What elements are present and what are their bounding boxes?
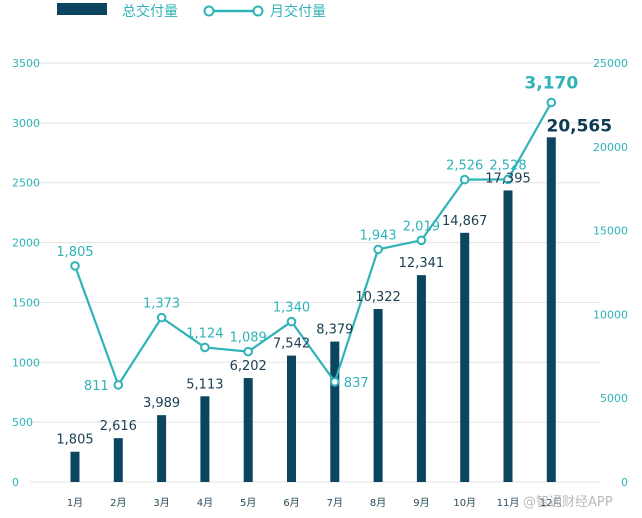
line-point-1 bbox=[70, 261, 80, 271]
bar-label-3: 3,989 bbox=[143, 396, 180, 411]
bar-4 bbox=[200, 396, 210, 482]
y-left-tick-label: 2500 bbox=[12, 177, 40, 190]
legend: 总交付量 月交付量 bbox=[57, 3, 326, 20]
line-label-3: 1,373 bbox=[143, 297, 180, 312]
bar-label-9: 12,341 bbox=[399, 256, 445, 271]
bar-series bbox=[70, 137, 556, 483]
line-label-1: 1,805 bbox=[56, 245, 93, 260]
y-left-tick-label: 3000 bbox=[12, 117, 40, 130]
bar-11 bbox=[503, 190, 513, 483]
x-tick-label: 9月 bbox=[413, 497, 429, 509]
line-point-5 bbox=[243, 346, 253, 357]
legend-line-marker-left bbox=[203, 5, 215, 17]
line-point-9 bbox=[416, 235, 427, 246]
y-left-tick-label: 1000 bbox=[12, 356, 40, 369]
data-labels: 1,805 2,616 3,989 5,113 6,202 7,542 8,379 10,32… bbox=[56, 74, 612, 448]
line-path bbox=[73, 101, 553, 387]
line-point-2 bbox=[113, 380, 124, 390]
line-point-11 bbox=[503, 174, 513, 185]
line-label-7: 837 bbox=[344, 376, 369, 391]
bar-label-4: 5,113 bbox=[186, 377, 223, 392]
x-tick-label: 3月 bbox=[153, 497, 169, 509]
bar-label-1: 1,805 bbox=[56, 433, 93, 448]
y-right-tick-label: 25000 bbox=[593, 57, 628, 70]
y-right-tick-label: 5000 bbox=[600, 392, 628, 405]
line-point-4 bbox=[200, 342, 210, 353]
bar-label-10: 14,867 bbox=[442, 214, 488, 229]
line-label-12: 3,170 bbox=[524, 74, 578, 94]
x-tick-label: 4月 bbox=[197, 497, 213, 509]
y-right-tick-label: 20000 bbox=[593, 141, 628, 154]
line-label-6: 1,340 bbox=[273, 301, 310, 316]
line-label-11: 2,528 bbox=[489, 158, 526, 173]
bar-label-5: 6,202 bbox=[230, 359, 267, 374]
bar-10 bbox=[460, 232, 470, 482]
x-tick-label: 5月 bbox=[240, 497, 256, 509]
y-left-tick-label: 0 bbox=[12, 476, 19, 489]
axis-ticks: 0 500 1000 1500 2000 2500 3000 3500 0 5000 10000 15… bbox=[12, 57, 628, 509]
legend-line-label: 月交付量 bbox=[270, 3, 326, 20]
watermark: @智通财经APP bbox=[523, 495, 613, 510]
x-tick-label: 12月 bbox=[540, 497, 563, 509]
bar-9 bbox=[416, 275, 426, 482]
y-left-tick-label: 2000 bbox=[12, 237, 40, 250]
line-point-6 bbox=[286, 316, 297, 327]
bar-1 bbox=[70, 451, 80, 482]
line-label-9: 2,019 bbox=[403, 219, 440, 234]
line-point-8 bbox=[373, 244, 383, 255]
bar-6 bbox=[287, 355, 296, 482]
line-label-2: 811 bbox=[84, 379, 109, 394]
line-point-7 bbox=[330, 376, 340, 387]
y-right-tick-label: 10000 bbox=[593, 308, 628, 321]
line-label-4: 1,124 bbox=[186, 326, 223, 341]
x-tick-label: 2月 bbox=[110, 497, 126, 509]
x-tick-label: 7月 bbox=[327, 497, 343, 509]
y-right-tick-label: 0 bbox=[621, 476, 628, 489]
bar-12 bbox=[546, 137, 556, 482]
legend-bar-label: 总交付量 bbox=[122, 3, 178, 20]
bar-label-11: 17,395 bbox=[485, 171, 531, 186]
bar-8 bbox=[373, 309, 383, 482]
line-point-3 bbox=[156, 312, 167, 323]
grid-lines bbox=[30, 62, 600, 483]
line-series bbox=[70, 97, 557, 390]
bar-label-12: 20,565 bbox=[546, 116, 612, 136]
line-point-12 bbox=[546, 97, 557, 108]
y-left-tick-label: 500 bbox=[12, 416, 33, 429]
bar-5 bbox=[243, 378, 253, 482]
bar-2 bbox=[113, 438, 123, 482]
line-label-5: 1,089 bbox=[230, 331, 267, 346]
x-tick-label: 11月 bbox=[497, 497, 520, 509]
x-tick-label: 6月 bbox=[283, 497, 299, 509]
x-tick-label: 8月 bbox=[370, 497, 386, 509]
bar-label-8: 10,322 bbox=[355, 290, 401, 305]
y-left-tick-label: 1500 bbox=[12, 296, 40, 309]
bar-3 bbox=[157, 415, 167, 482]
y-right-tick-label: 15000 bbox=[593, 225, 628, 238]
legend-bar-swatch bbox=[57, 3, 107, 15]
legend-line-marker-right bbox=[252, 5, 264, 17]
line-label-8: 1,943 bbox=[359, 228, 396, 243]
x-tick-label: 10月 bbox=[453, 497, 476, 509]
bar-label-7: 8,379 bbox=[316, 323, 353, 338]
line-label-10: 2,526 bbox=[446, 159, 483, 174]
bar-7 bbox=[330, 341, 340, 482]
x-tick-label: 1月 bbox=[67, 497, 83, 509]
bar-label-6: 7,542 bbox=[273, 337, 310, 352]
line-point-10 bbox=[459, 174, 470, 185]
bar-label-2: 2,616 bbox=[100, 419, 137, 434]
y-left-tick-label: 3500 bbox=[12, 57, 40, 70]
